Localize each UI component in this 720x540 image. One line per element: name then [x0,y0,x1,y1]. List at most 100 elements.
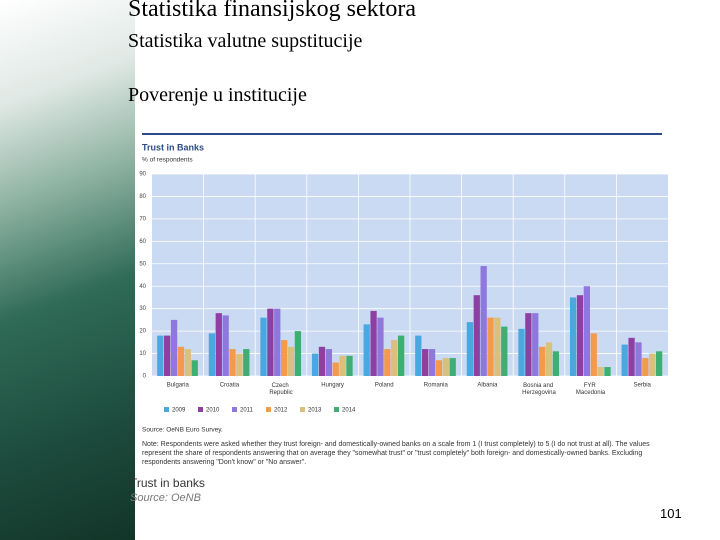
bar [655,351,663,376]
bar [164,335,171,376]
bar [518,328,525,376]
x-tick-label: Romania [424,383,449,389]
chart-note: Note: Respondents were asked whether the… [142,441,650,466]
bar [569,297,577,376]
slide-title: Statistika finansijskog sektora [128,0,416,22]
x-tick-label: Poland [375,383,394,389]
bar [415,335,422,376]
bar [552,351,560,376]
bar [487,317,494,376]
page-number: 101 [660,506,682,521]
bar [191,360,198,376]
bar [325,349,332,376]
caption-source: Source: OeNB [130,492,201,504]
bar [576,295,584,376]
legend-swatch [198,407,203,412]
bar [267,308,274,376]
bar [635,342,642,376]
bar [539,346,546,376]
chart: Trust in Banks % of respondents Source: … [139,133,668,434]
legend-swatch [334,407,339,412]
bar [377,317,384,376]
bar [229,349,236,376]
legend-swatch [266,407,271,412]
bar [649,353,656,376]
bar [215,313,222,376]
bar [545,342,553,376]
x-tick-label: Bulgaria [167,383,190,389]
legend-swatch [164,407,169,412]
y-tick-label: 20 [139,329,146,335]
bar [621,344,628,376]
bar [370,310,377,376]
y-tick-label: 50 [139,261,146,267]
legend-swatch [300,407,305,412]
legend-label: 2011 [240,408,254,414]
legend-label: 2014 [342,408,356,414]
chart-title: Trust in Banks [142,142,204,152]
bar [281,340,288,376]
x-tick-label: Albania [477,383,498,389]
bar [428,349,436,376]
bar [222,315,229,376]
bar [628,337,635,376]
bar [170,319,178,376]
legend-label: 2009 [172,408,186,414]
legend-label: 2012 [274,408,288,414]
y-tick-label: 30 [139,306,146,312]
legend-label: 2013 [308,408,322,414]
y-tick-label: 70 [139,216,146,222]
y-tick-label: 90 [139,172,146,178]
y-tick-label: 10 [139,351,146,357]
bar [473,295,480,376]
legend-label: 2010 [206,408,220,414]
bar [597,367,604,376]
slide-subtitle: Statistika valutne supstitucije [128,30,363,52]
x-tick-label: Czech Republic [269,383,292,396]
bar [642,358,649,376]
chart-source: Source: OeNB Euro Survey. [142,427,223,434]
bar [532,313,539,376]
bar [294,331,302,376]
bar [236,353,243,376]
bar [208,333,216,376]
bar [318,346,326,376]
y-tick-label: 0 [143,374,147,380]
bar [494,317,501,376]
bar [391,340,398,376]
bar [480,266,487,376]
bar [442,358,449,376]
bar [449,358,456,376]
bar [422,349,429,376]
bar [397,335,405,376]
y-tick-label: 80 [139,194,146,200]
y-tick-label: 60 [139,239,146,245]
bar [604,367,611,376]
x-tick-label: Bosnia and Herzegovina [522,383,556,396]
x-tick-label: Hungary [321,383,344,389]
bar [287,346,295,376]
bar [435,360,443,376]
x-tick-label: FYR Macedonia [576,383,606,396]
bar [525,313,532,376]
bar [583,286,590,376]
bar [177,346,185,376]
bar [346,355,353,376]
bar [339,355,346,376]
bar [243,349,250,376]
bar [311,353,319,376]
bar [384,349,391,376]
bar [184,349,191,376]
bar [157,335,164,376]
y-axis-label: % of respondents [142,157,193,164]
legend-swatch [232,407,237,412]
caption: Trust in banks [130,476,205,490]
x-tick-label: Croatia [220,383,240,389]
bar [260,317,267,376]
x-tick-label: Serbia [634,383,652,389]
chalkboard-image [0,0,135,540]
bar [501,326,508,376]
y-tick-label: 40 [139,284,146,290]
bar [274,308,281,376]
